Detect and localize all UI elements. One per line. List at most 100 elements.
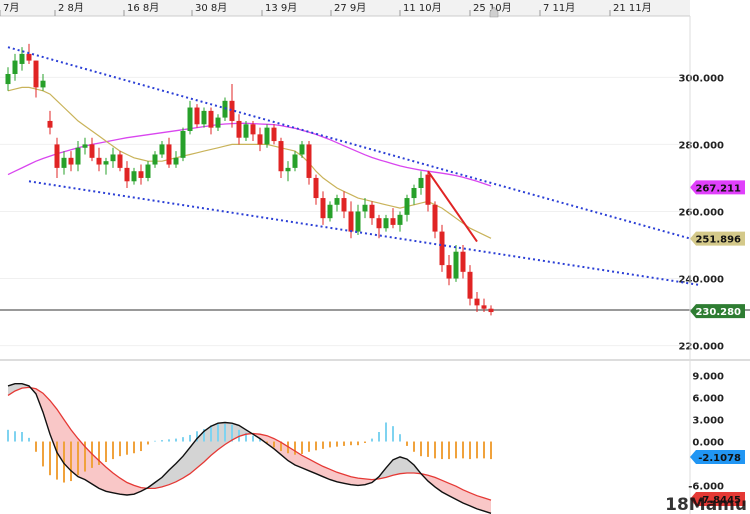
macd-fill-segment xyxy=(190,438,197,474)
candle-body xyxy=(19,53,25,64)
candle-body xyxy=(215,117,221,128)
macd-fill-segment xyxy=(204,426,211,463)
candle-body xyxy=(376,218,382,229)
macd-fill-segment xyxy=(71,429,78,477)
macd-axis-label: -6.000 xyxy=(688,481,724,492)
lower-trend-line xyxy=(28,180,702,287)
price-axis-label: 240.000 xyxy=(678,275,724,286)
price-axis-label: 300.000 xyxy=(678,73,724,84)
candle-body xyxy=(292,154,298,168)
candle-body xyxy=(383,218,389,229)
candle-body xyxy=(320,198,326,219)
macd-fill-segment xyxy=(365,478,372,485)
price-tag: 267.211 xyxy=(695,183,741,194)
candle-body xyxy=(124,167,130,182)
macd-fill-segment xyxy=(442,480,449,496)
candle-body xyxy=(474,298,480,306)
candle-body xyxy=(201,110,207,125)
candle-body xyxy=(180,131,186,158)
red-trend-line xyxy=(427,170,478,243)
ma-long-line xyxy=(7,122,492,187)
date-tick-label: 2 8月 xyxy=(58,2,84,14)
macd-fill-segment xyxy=(351,476,358,486)
candle-body xyxy=(271,127,277,142)
macd-fill-segment xyxy=(435,477,442,493)
date-tick-label: 7 11月 xyxy=(543,2,575,14)
macd-fill-segment xyxy=(274,438,281,455)
candle-body xyxy=(264,127,270,145)
date-axis-background xyxy=(0,0,690,16)
candle-body xyxy=(47,120,53,128)
price-tag-background xyxy=(690,180,745,195)
macd-fill-segment xyxy=(99,460,106,492)
price-tag: 230.280 xyxy=(695,307,741,318)
candle-body xyxy=(453,251,459,279)
candle-body xyxy=(243,124,249,138)
macd-fill-segment xyxy=(400,456,407,474)
price-tag-background xyxy=(690,231,745,246)
date-axis: 7月 2 8月 16 8月 30 8月 13 9月 27 9月 11 10月 25 10月 7 … xyxy=(0,0,690,18)
candle-body xyxy=(229,100,235,121)
macd-value-tag-background xyxy=(690,449,745,464)
candle-body xyxy=(327,204,333,219)
candle-body xyxy=(236,120,242,138)
macd-fill-segment xyxy=(393,456,400,476)
date-tick-label: 16 8月 xyxy=(127,2,159,14)
candle-body xyxy=(166,144,172,165)
candle-body xyxy=(145,164,151,178)
candle-body xyxy=(299,144,305,155)
candle-body xyxy=(152,154,158,165)
date-tick-label: 7月 xyxy=(3,2,19,14)
candle-body xyxy=(397,214,403,225)
macd-fill-segment xyxy=(197,431,204,468)
macd-fill-segment xyxy=(218,422,225,450)
price-tag-background xyxy=(690,304,745,319)
candle-body xyxy=(425,174,431,205)
candle-body xyxy=(390,218,396,225)
candle-body xyxy=(138,171,144,178)
macd-fill-segment xyxy=(78,438,85,480)
date-tick-label: 21 11月 xyxy=(613,2,652,14)
candle-body xyxy=(96,157,102,165)
candle-body xyxy=(355,211,361,232)
macd-fill-segment xyxy=(309,459,316,474)
date-tick-label: 30 8月 xyxy=(195,2,227,14)
macd-fill-segment xyxy=(477,495,484,512)
candle-body xyxy=(285,167,291,172)
macd-panel: 9.000 6.000 3.000 0.000 -6.000 -2.1078 -7.844… xyxy=(7,372,745,514)
macd-fill-segment xyxy=(106,467,113,493)
price-tag: 251.896 xyxy=(695,235,741,246)
macd-fill-segment xyxy=(211,423,218,456)
macd-axis-label: 9.000 xyxy=(692,372,724,383)
candle-body xyxy=(194,107,200,125)
macd-fill-segment xyxy=(288,446,295,465)
price-axis-label: 280.000 xyxy=(678,140,724,151)
macd-fill-segment xyxy=(463,489,470,506)
macd-fill-segment xyxy=(64,419,71,471)
macd-fill-segment xyxy=(260,434,267,444)
macd-fill-segment xyxy=(337,472,344,484)
candle-body xyxy=(369,204,375,219)
ma-short-line xyxy=(7,86,492,239)
macd-fill-segment xyxy=(8,383,15,396)
price-axis-label: 220.000 xyxy=(678,342,724,353)
candle-body xyxy=(313,177,319,199)
macd-fill-segment xyxy=(120,478,127,495)
candle-body xyxy=(411,188,417,199)
date-tick-label: 25 10月 xyxy=(473,2,512,14)
candle-body xyxy=(341,198,347,212)
candle-body xyxy=(250,124,256,135)
macd-fill-segment xyxy=(484,497,491,514)
candle-body xyxy=(89,144,95,158)
candle-body xyxy=(61,157,67,168)
candle-body xyxy=(54,144,60,168)
macd-fill-segment xyxy=(225,422,232,445)
candle-body xyxy=(187,107,193,131)
candle-body xyxy=(159,144,165,155)
scroll-marker-icon[interactable] xyxy=(489,6,499,18)
candle-body xyxy=(439,231,445,266)
candle-body xyxy=(68,157,74,165)
macd-fill-segment xyxy=(386,459,393,478)
candle-body xyxy=(131,171,137,182)
